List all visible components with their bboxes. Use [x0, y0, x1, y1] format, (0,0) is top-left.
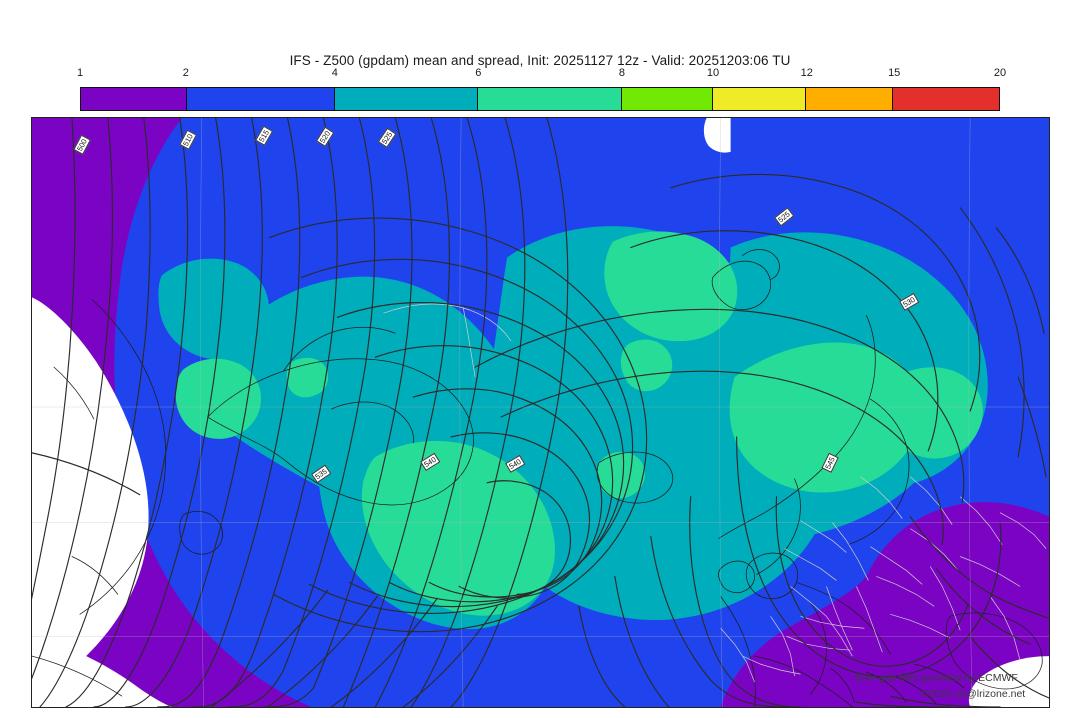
colorbar-tick: 20 — [993, 67, 1007, 79]
colorbar-gradient — [80, 87, 1000, 111]
colorbar-segment — [478, 88, 622, 110]
colorbar-segment — [335, 88, 479, 110]
colorbar-tick: 10 — [706, 67, 720, 79]
colorbar-tick: 6 — [475, 67, 482, 79]
copyright-credit: ©2025 sb@lrizone.net — [921, 688, 1026, 700]
colorbar-segment — [81, 88, 187, 110]
colorbar-segment — [621, 88, 713, 110]
colorbar-tick: 2 — [182, 67, 189, 79]
colorbar-tick: 4 — [331, 67, 338, 79]
colorbar-tick: 12 — [800, 67, 813, 79]
colorbar-tick: 1 — [76, 67, 84, 79]
map-graphic — [32, 118, 1049, 707]
colorbar-segment — [712, 88, 807, 110]
colorbar-segment — [186, 88, 336, 110]
data-source-credit: from grib files provided by ECMWF — [855, 672, 1018, 684]
colorbar: 1 2 4 6 8 10 12 15 20 — [77, 67, 1006, 111]
colorbar-segment — [806, 88, 894, 110]
colorbar-segment — [893, 88, 999, 110]
page-title: IFS - Z500 (gpdam) mean and spread, Init… — [289, 53, 791, 68]
colorbar-tick: 8 — [618, 67, 625, 79]
colorbar-tick-labels: 1 2 4 6 8 10 12 15 20 — [76, 67, 1006, 83]
map-canvas[interactable]: 500 510 515 520 525 525 530 535 540 540 545 — [31, 117, 1050, 708]
colorbar-tick: 15 — [888, 67, 901, 79]
